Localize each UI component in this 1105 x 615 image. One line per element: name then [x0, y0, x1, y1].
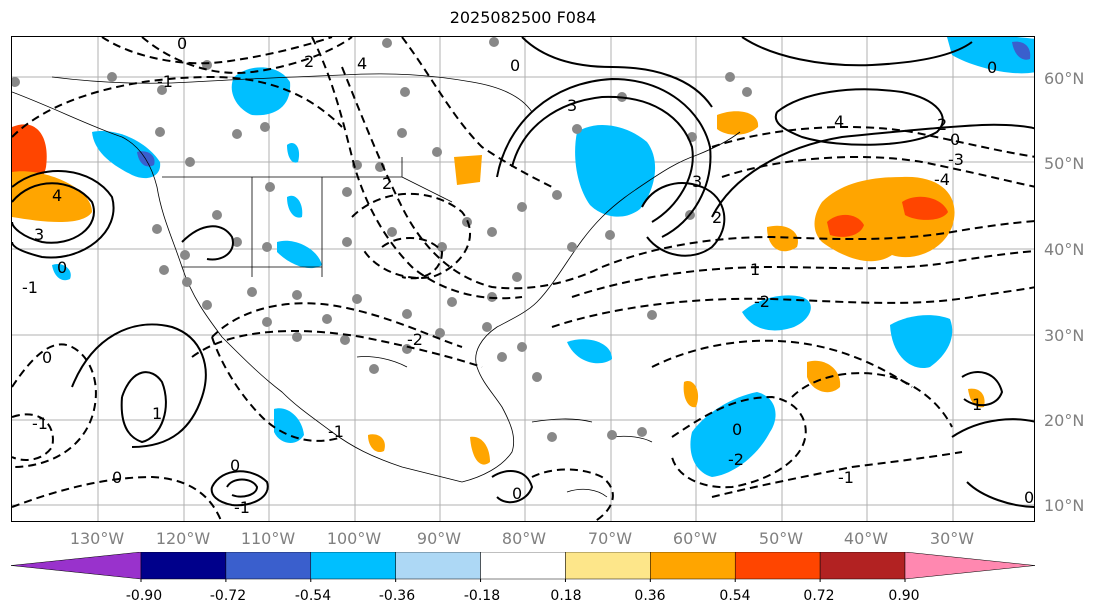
colorbar-segment [565, 552, 651, 580]
lat-label: 10°N [1044, 496, 1085, 515]
colorbar-segment [734, 552, 821, 580]
contour-label: 1 [152, 404, 162, 423]
colorbar-tick-label: -0.36 [378, 588, 416, 604]
lon-label: 40°W [843, 529, 889, 548]
contour-label: 2 [937, 115, 947, 134]
contour-label: -3 [948, 150, 964, 169]
contour-label: 0 [42, 348, 52, 367]
contour-label: 0 [1024, 488, 1034, 507]
contour-label: 4 [834, 112, 844, 131]
lon-label: 50°W [758, 529, 804, 548]
contour-labels: 4 3 0 -1 3 3 2 4 -4 2 0 -3 0 0 -1 2 4 2 … [22, 37, 1034, 517]
lon-label: 60°W [672, 529, 718, 548]
colorbar-extend-max [904, 552, 1036, 580]
lon-label: 110°W [240, 529, 296, 548]
lon-label: 30°W [929, 529, 975, 548]
contour-label: 0 [230, 456, 240, 475]
colorbar-tick-label: -0.72 [209, 588, 247, 604]
colorbar-tick-label: 0.72 [803, 588, 835, 604]
contour-label: 1 [972, 395, 982, 414]
contour-label: -4 [934, 170, 950, 189]
contour-label: 0 [512, 484, 522, 503]
lat-label: 40°N [1044, 240, 1085, 259]
contour-label: 0 [510, 56, 520, 75]
lon-label: 100°W [326, 529, 382, 548]
lat-label: 30°N [1044, 326, 1085, 345]
contour-label: 2 [304, 52, 314, 71]
contour-label: -1 [32, 414, 48, 433]
lat-label: 50°N [1044, 154, 1085, 173]
contour-label: 0 [177, 37, 187, 53]
contour-label: -1 [234, 498, 250, 517]
lon-label: 130°W [69, 529, 125, 548]
lat-label: 60°N [1044, 69, 1085, 88]
colorbar-tick-label: -0.90 [125, 588, 163, 604]
contour-label: -1 [838, 468, 854, 487]
contour-label: 4 [52, 186, 62, 205]
colorbar-extend-min [10, 552, 142, 580]
lon-label: 90°W [416, 529, 462, 548]
contour-label: 2 [712, 208, 722, 227]
contour-label: 0 [950, 130, 960, 149]
lon-label: 120°W [155, 529, 211, 548]
contour-label: 0 [112, 468, 122, 487]
colorbar-segment [480, 552, 566, 580]
station-dots [12, 37, 752, 442]
colorbar-tick-label: 0.36 [634, 588, 666, 604]
colorbar-tick-label: -0.18 [463, 588, 501, 604]
contour-label: 3 [567, 96, 577, 115]
colorbar-tick-label: 0.90 [888, 588, 920, 604]
lat-label: 20°N [1044, 411, 1085, 430]
contour-label: 0 [732, 420, 742, 439]
contour-label: 0 [57, 258, 67, 277]
contour-label: -1 [328, 422, 344, 441]
map-canvas: 4 3 0 -1 3 3 2 4 -4 2 0 -3 0 0 -1 2 4 2 … [12, 37, 1034, 521]
graticule [12, 37, 1034, 521]
contour-label: 0 [987, 58, 997, 77]
colorbar [10, 552, 1036, 582]
colorbar-segment [395, 552, 481, 580]
contour-label: -1 [22, 278, 38, 297]
contour-label: 2 [382, 174, 392, 193]
contour-label: -2 [754, 292, 770, 311]
colorbar-segment [650, 552, 736, 580]
contour-label: -2 [728, 450, 744, 469]
colorbar-tick-label: 0.54 [719, 588, 751, 604]
colorbar-segment [819, 552, 906, 580]
contour-label: 3 [692, 172, 702, 191]
contour-label: 3 [34, 225, 44, 244]
lon-label: 70°W [587, 529, 633, 548]
contours-positive [12, 37, 1034, 508]
colorbar-segment [140, 552, 227, 580]
colorbar-tick-label: -0.54 [294, 588, 332, 604]
plot-title: 2025082500 F084 [449, 8, 597, 27]
contour-label: -2 [407, 330, 423, 349]
contour-label: 4 [357, 54, 367, 73]
shading-positive [12, 111, 985, 465]
map-panel: 4 3 0 -1 3 3 2 4 -4 2 0 -3 0 0 -1 2 4 2 … [11, 36, 1035, 522]
colorbar-tick-label: 0.18 [550, 588, 582, 604]
colorbar-segment [310, 552, 396, 580]
contour-label: -1 [157, 72, 173, 91]
contour-label: 1 [750, 260, 760, 279]
lon-label: 80°W [501, 529, 547, 548]
colorbar-segment [225, 552, 312, 580]
contours-negative [12, 37, 1034, 521]
